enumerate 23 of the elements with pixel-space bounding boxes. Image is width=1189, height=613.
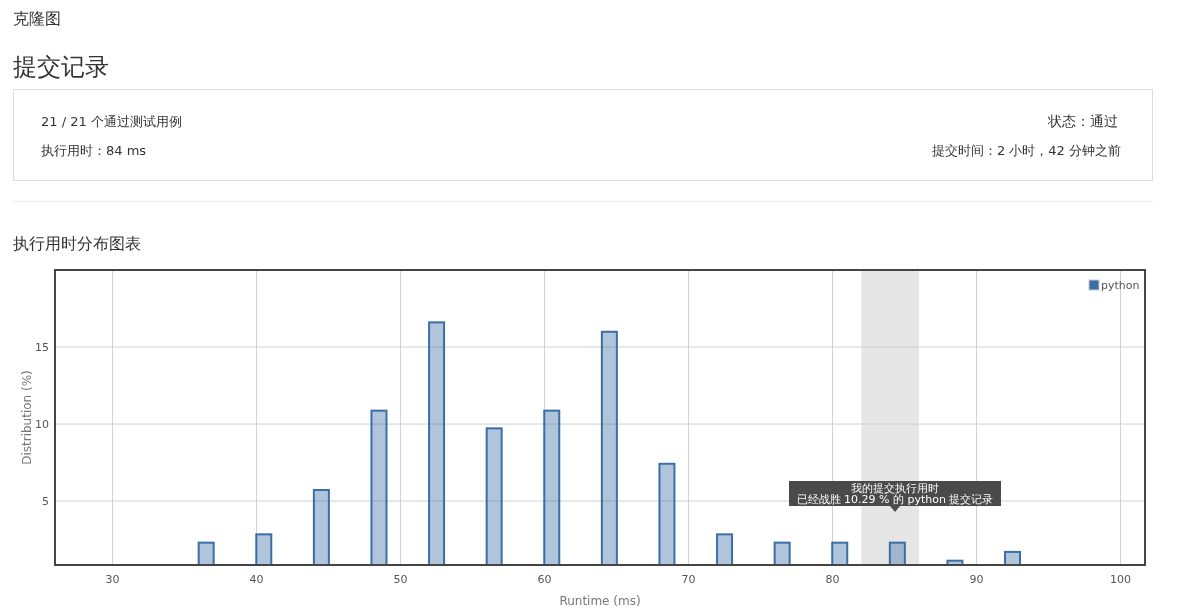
x-tick-label: 30	[105, 573, 120, 586]
annotation: 已经战胜 10.29 % 的 python 提交记录	[796, 493, 994, 506]
legend-label: python	[1101, 279, 1140, 292]
text: 状态：通过	[1047, 113, 1118, 129]
x-tick-label: 90	[969, 573, 984, 586]
x-tick-label: 60	[537, 573, 552, 586]
chart-title: 执行用时分布图表	[13, 234, 141, 253]
y-axis-title: Distribution (%)	[20, 370, 34, 465]
text: 21 / 21 个通过测试用例	[41, 114, 182, 129]
text: 提交时间：2 小时，42 分钟之前	[931, 143, 1121, 158]
y-tick-label: 15	[35, 341, 49, 355]
y-tick-label: 10	[35, 418, 49, 432]
x-tick-label: 80	[825, 573, 840, 586]
text: 执行用时：84 ms	[41, 143, 147, 158]
text: 提交记录	[13, 53, 109, 81]
x-tick-label: 70	[681, 573, 696, 586]
x-axis-title: Runtime (ms)	[559, 594, 641, 608]
text: 克隆图	[13, 9, 61, 28]
x-tick-label: 40	[249, 573, 264, 586]
x-tick-label: 100	[1110, 573, 1132, 586]
y-tick-label: 5	[42, 495, 49, 509]
annotation: 我的提交执行用时	[851, 482, 939, 495]
x-tick-label: 50	[393, 573, 408, 586]
